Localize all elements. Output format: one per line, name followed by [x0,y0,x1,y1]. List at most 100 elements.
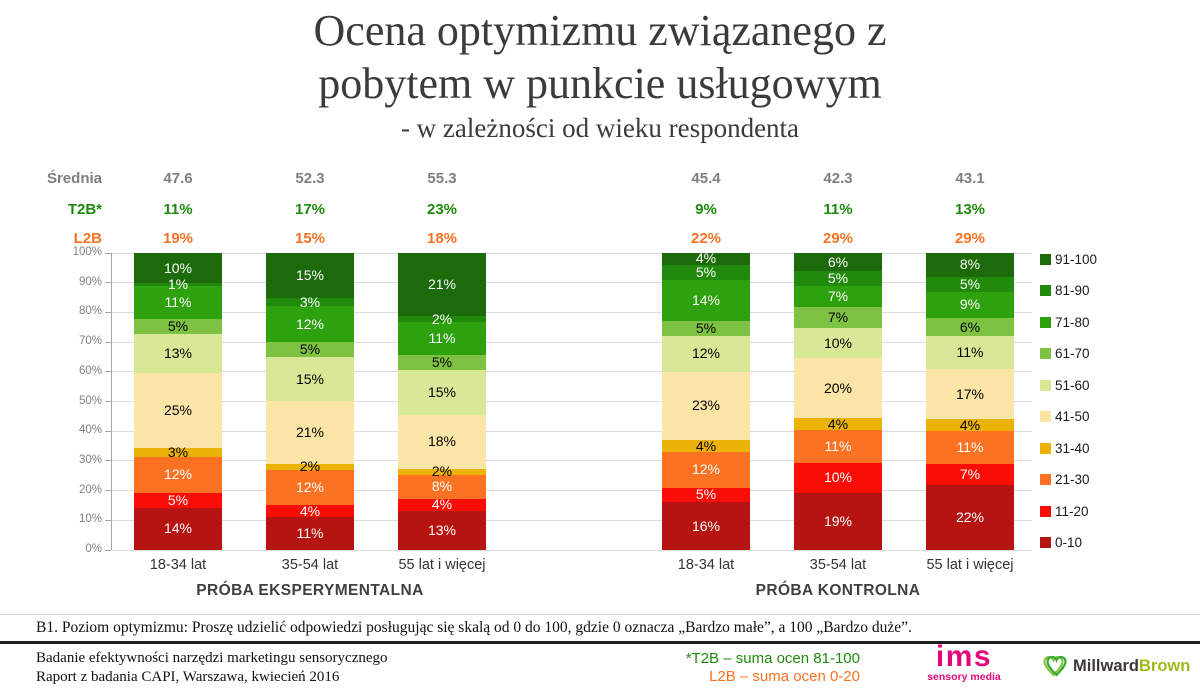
ims-wordmark: ims [935,640,993,673]
stats-row-label: L2B [73,230,102,247]
l2b-definition: L2B – suma ocen 0-20 [709,668,860,685]
bar-segment: 5% [266,342,354,357]
y-axis-tick-mark [105,490,111,492]
stats-value: 17% [294,201,326,218]
millward-text: Millward [1073,656,1140,675]
legend: 91-100 81-90 71-80 61-70 51-60 41-50 31-40 21-3… [1040,252,1097,550]
bar-segment: 4% [662,437,750,454]
bar-segment: 2% [398,464,486,478]
bar-segment: 19% [794,492,882,550]
bar-segment: 10% [794,328,882,358]
y-axis-tick-mark [105,311,111,313]
stats-row-label: Średnia [46,170,102,187]
bar-segment-value: 5% [431,353,453,370]
bar-segment-value: 16% [691,517,721,534]
category-label: 35-54 lat [809,557,867,573]
bar-segment: 6% [794,253,882,271]
legend-label: 81-90 [1055,283,1090,299]
bar-segment-value: 4% [695,250,717,267]
ims-tagline: sensory media [927,671,1001,683]
bar-segment-value: 4% [695,437,717,454]
group-label: PRÓBA KONTROLNA [755,582,921,599]
legend-item: 0-10 [1040,535,1097,550]
bar-segment-value: 8% [431,478,453,495]
bar-segment-value: 12% [691,461,721,478]
bar-segment: 15% [398,369,486,415]
bar-segment: 14% [662,279,750,322]
question-note: B1. Poziom optymizmu: Proszę udzielić od… [36,619,912,636]
ims-logo: ims sensory media [912,640,1016,684]
bar-segment-value: 14% [691,292,721,308]
y-axis-tick-label: 70% [78,335,102,348]
bar-segment: 4% [662,250,750,267]
group-label: PRÓBA EKSPERYMENTALNA [196,582,424,599]
bar-segment-value: 10% [163,259,193,276]
bar-segment: 12% [134,456,222,493]
legend-label: 41-50 [1055,409,1090,425]
bar-segment: 5% [662,265,750,280]
bar-segment: 7% [926,463,1014,485]
bar-segment: 11% [134,286,222,319]
bar-segment-value: 11% [956,343,984,360]
bar-segment-value: 10% [823,469,853,486]
bar-segment-value: 11% [428,329,456,346]
category-label: 35-54 lat [281,557,339,573]
stats-value: 29% [822,230,854,247]
stats-value: 42.3 [823,170,853,187]
y-axis-tick-label: 100% [72,246,102,258]
stats-value: 13% [954,201,986,218]
legend-item: 31-40 [1040,441,1097,456]
bar-segment: 1% [134,277,222,291]
y-axis-tick-label: 40% [78,424,102,437]
legend-label: 91-100 [1055,252,1098,267]
stats-value: 55.3 [427,170,457,187]
y-axis-tick-mark [105,519,111,521]
gridline [112,252,1032,254]
bar-segment-value: 12% [295,315,325,332]
gridline [112,519,1032,521]
legend-label: 11-20 [1055,503,1089,519]
legend-item: 21-30 [1040,472,1097,487]
stats-value: 23% [426,201,458,218]
legend-item: 61-70 [1040,346,1097,361]
stats-value: 29% [954,230,986,247]
bar-segment: 3% [134,445,222,459]
gridline [112,311,1032,313]
bar-segment: 5% [926,277,1014,292]
bar-segment: 14% [134,507,222,550]
stats-value: 47.6 [163,170,193,187]
bar-segment: 17% [926,368,1014,420]
bar-segment-value: 5% [167,491,189,508]
bar-segment: 11% [398,322,486,355]
bar-segment-value: 7% [827,288,849,304]
stacked-bar: 4% 5% 14% 5% 12% 23% 4% 12% 5% 16% [662,250,750,550]
legend-item: 71-80 [1040,315,1097,330]
bar-segment: 15% [266,356,354,402]
bar-segment-value: 18% [427,433,457,450]
bar-segment-value: 20% [823,379,853,396]
y-axis-line [111,253,112,550]
bar-segment: 5% [134,491,222,508]
bar-segment: 12% [266,306,354,343]
legend-swatch [1040,348,1051,360]
y-axis-tick-mark [105,252,111,254]
gridline [112,460,1032,462]
legend-swatch [1040,411,1051,423]
legend-label: 31-40 [1055,440,1090,456]
legend-swatch [1040,316,1051,328]
y-axis-tick-mark [105,371,111,373]
legend-label: 61-70 [1055,346,1090,362]
bar-segment-value: 25% [163,401,193,418]
bar-segment: 13% [134,333,222,373]
t2b-definition: *T2B – suma ocen 81-100 [685,650,860,667]
y-axis-tick-label: 10% [78,513,102,526]
page-title-line1: Ocena optymizmu związanego z [313,6,887,55]
y-axis-tick-label: 20% [78,483,102,496]
category-label: 18-34 lat [149,557,207,573]
legend-item: 11-20 [1040,504,1097,519]
bar-segment-value: 22% [955,508,985,525]
bar-segment-value: 13% [427,521,457,538]
bar-segment: 8% [398,474,486,499]
